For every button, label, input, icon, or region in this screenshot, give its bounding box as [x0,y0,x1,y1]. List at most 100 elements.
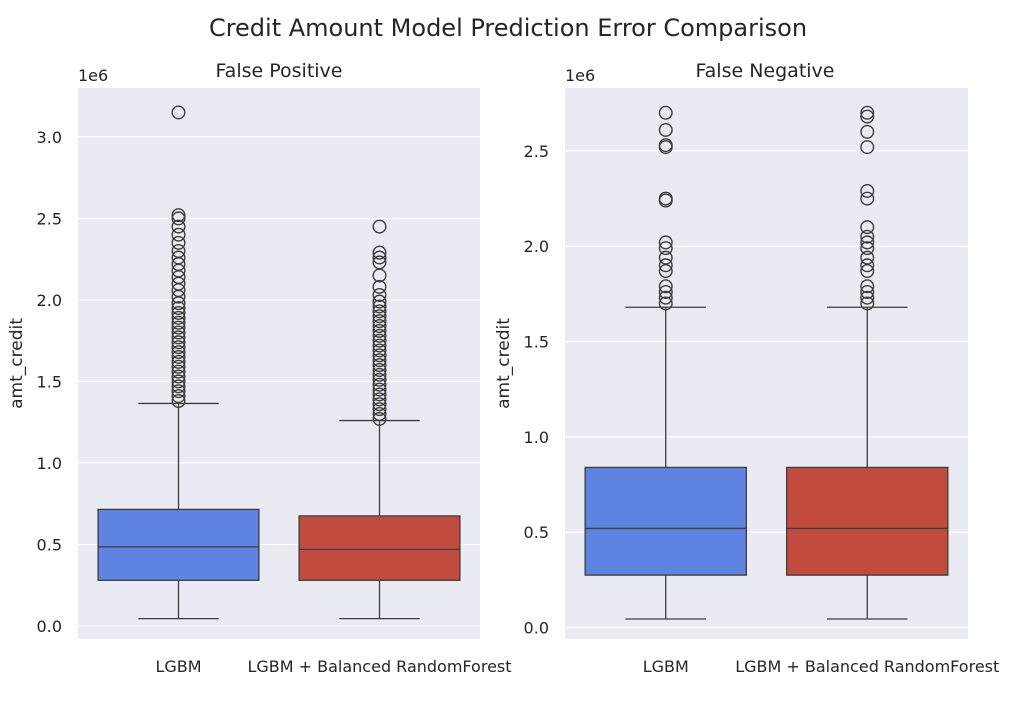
outlier-point [171,208,186,223]
outlier-point [171,301,186,316]
outlier-point [860,285,875,300]
y-tick-label: 1.0 [37,454,62,473]
outlier-point [372,309,387,324]
outlier-point [658,191,673,206]
outlier-point [372,358,387,373]
outlier-point [658,105,673,120]
outlier-point [171,325,186,340]
outlier-point [372,328,387,343]
outlier-point [860,124,875,139]
x-tick-label: LGBM + Balanced RandomForest [735,657,999,676]
outlier-point [658,241,673,256]
outlier-point [372,294,387,309]
box-lgbm-balanced-rf [298,219,461,620]
outlier-point [372,323,387,338]
outlier-point [171,340,186,355]
outlier-point [171,359,186,374]
outlier-point [171,364,186,379]
outlier-point [658,285,673,300]
outlier-point [860,229,875,244]
outlier-point [171,354,186,369]
panel-title: False Negative [695,60,834,82]
y-scale-offset-label: 1e6 [78,66,108,85]
outlier-point [171,105,186,120]
y-tick-label: 2.5 [37,209,62,228]
outlier-point [171,330,186,345]
outlier-point [372,363,387,378]
outlier-point [658,122,673,137]
outlier-point [171,384,186,399]
outlier-point [171,227,186,242]
box-lgbm-balanced-rf [786,105,949,620]
y-tick-label: 2.0 [37,291,62,310]
chart-panel-2: 0.0 0.5 1.0 1.5 2.0 2.5 False Negative 1e6 amt_c… [494,60,999,676]
y-tick-label: 1.5 [37,372,62,391]
outlier-point [372,245,387,260]
outlier-point [860,105,875,120]
figure-title: Credit Amount Model Prediction Error Com… [209,14,807,42]
outlier-point [372,392,387,407]
outlier-point [658,279,673,294]
outlier-point [372,402,387,417]
outlier-point [372,387,387,402]
chart-panel-1: 0.0 0.5 1.0 1.5 2.0 2.5 3.0 False Positive 1e6 am… [7,60,512,676]
outlier-point [658,250,673,265]
box-body [786,466,949,576]
outlier-point [372,333,387,348]
y-tick-label: 2.5 [524,142,549,161]
outlier-point [860,109,875,124]
outlier-point [372,382,387,397]
outlier-point [372,353,387,368]
y-scale-offset-label: 1e6 [565,66,595,85]
outlier-point [372,304,387,319]
box-lgbm [584,105,748,620]
outlier-point [171,369,186,384]
outlier-point [860,296,875,311]
outlier-point [171,345,186,360]
outlier-point [372,299,387,314]
y-tick-label: 0.0 [37,617,62,636]
outlier-point [171,335,186,350]
outlier-point [658,258,673,273]
outlier-point [171,349,186,364]
outlier-point [171,244,186,259]
outlier-point [372,343,387,358]
outlier-point [658,138,673,153]
y-tick-label: 0.5 [524,523,549,542]
x-tick-label: LGBM [155,657,201,676]
outlier-point [860,264,875,279]
outlier-point [658,235,673,250]
outlier-point [372,377,387,392]
outlier-point [372,314,387,329]
outlier-point [860,258,875,273]
outlier-point [372,219,387,234]
y-tick-label: 0.5 [37,535,62,554]
outlier-point [171,310,186,325]
outlier-point [860,140,875,155]
outlier-point [860,191,875,206]
outlier-point [372,288,387,303]
outlier-point [860,290,875,305]
outlier-point [658,296,673,311]
outlier-point [372,367,387,382]
outlier-point [860,235,875,250]
outlier-point [372,411,387,426]
outlier-point [171,315,186,330]
outlier-point [171,379,186,394]
outlier-point [171,393,186,408]
outlier-point [171,211,186,226]
x-tick-label: LGBM + Balanced RandomForest [247,657,511,676]
y-axis-label: amt_credit [7,318,27,409]
outlier-point [372,255,387,270]
outlier-point [171,320,186,335]
outlier-point [860,250,875,265]
outlier-point [372,397,387,412]
outlier-point [171,235,186,250]
y-tick-label: 1.0 [524,428,549,447]
outlier-point [372,319,387,334]
outlier-point [171,389,186,404]
y-tick-label: 1.5 [524,333,549,352]
outlier-point [372,279,387,294]
y-axis-label: amt_credit [494,318,514,409]
